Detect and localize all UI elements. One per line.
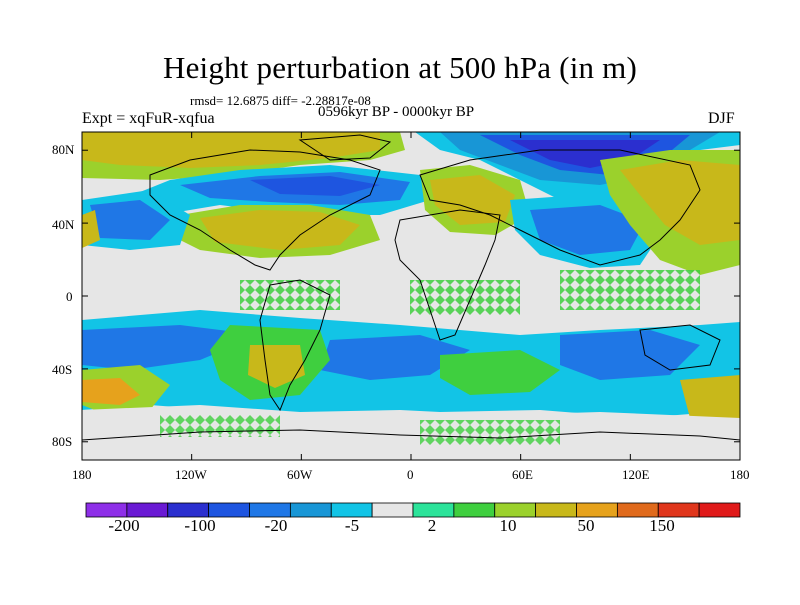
coast-north-america <box>149 149 381 271</box>
shade-dateline-positive-w <box>82 210 100 248</box>
colorbar-label: 2 <box>427 516 437 535</box>
coast-antarctica <box>82 429 740 441</box>
colorbar-swatch <box>412 502 455 518</box>
colorbar-swatch <box>371 502 414 518</box>
coast-greenland <box>298 134 392 161</box>
field-layer <box>82 132 740 460</box>
colorbar <box>85 502 741 518</box>
shade-europe-positive <box>430 175 515 225</box>
lon-label-0: 0 <box>407 467 414 482</box>
shade-asia-blue <box>530 205 645 255</box>
colorbar-swatch <box>330 502 373 518</box>
shade-nepacific-blue <box>90 200 170 240</box>
shade-nwpacific-positive <box>620 160 740 245</box>
figure-title: Height perturbation at 500 hPa (in m) <box>162 50 638 85</box>
lat-label-0: 0 <box>66 289 73 304</box>
shade-tasman-positive <box>680 375 740 420</box>
lon-label-120w: 120W <box>175 467 207 482</box>
colorbar-swatch <box>453 502 496 518</box>
colorbar-label: 10 <box>499 516 517 535</box>
tick-marks <box>81 132 741 460</box>
lon-label-180e: 180 <box>730 467 750 482</box>
coast-eurasia <box>419 149 701 266</box>
coast-africa <box>394 209 501 341</box>
colorbar-swatch <box>208 502 250 518</box>
colorbar-swatch <box>167 502 210 518</box>
colorbar-label: 150 <box>649 516 675 535</box>
hatch-tropics-america <box>240 280 340 310</box>
colorbar-swatch <box>535 502 577 518</box>
colorbar-swatch <box>698 502 741 518</box>
colorbar-swatch <box>85 502 128 518</box>
experiment-label: Expt = xqFuR-xqfua <box>82 110 215 127</box>
hatch-antarctic-e <box>420 420 560 445</box>
colorbar-swatch <box>576 502 618 518</box>
colorbar-swatch <box>616 502 659 518</box>
coast-australia <box>639 324 721 371</box>
period-label: 0596kyr BP - 0000kyr BP <box>318 104 475 120</box>
lon-label-60w: 60W <box>287 467 313 482</box>
colorbar-label: -200 <box>108 516 140 535</box>
shade-natlantic-deep <box>250 176 380 196</box>
shade-namerica-positive <box>200 210 360 250</box>
colorbar-label: -100 <box>184 516 216 535</box>
colorbar-swatch <box>289 502 332 518</box>
shade-samerica-positive <box>248 345 305 388</box>
shade-sepacific-blue <box>82 325 260 370</box>
coastline-layer <box>82 134 740 441</box>
colorbar-swatch <box>249 502 291 518</box>
lat-label-80s: 80S <box>52 434 73 449</box>
stats-label: rmsd= 12.6875 diff= -2.28817e-08 <box>190 93 371 108</box>
lat-label-80n: 80N <box>52 142 75 157</box>
hatch-tropics-africa <box>410 280 520 315</box>
colorbar-swatch <box>494 502 537 518</box>
shade-canada-positive <box>82 132 380 168</box>
hatch-tropics-asia <box>560 270 700 310</box>
lat-label-40n: 40N <box>52 217 75 232</box>
lat-label-40s: 40S <box>52 362 73 377</box>
shade-sw-pacific-positive <box>82 378 140 405</box>
lon-label-60e: 60E <box>512 467 533 482</box>
colorbar-swatch <box>126 502 169 518</box>
colorbar-label: -5 <box>344 516 360 535</box>
season-label: DJF <box>708 110 735 127</box>
shade-safrica-green <box>440 350 560 395</box>
lon-label-120e: 120E <box>622 467 650 482</box>
lon-label-180w: 180 <box>72 467 92 482</box>
colorbar-label: 50 <box>577 516 595 535</box>
colorbar-label: -20 <box>264 516 288 535</box>
shade-satlantic-blue <box>320 335 470 380</box>
colorbar-swatch <box>657 502 700 518</box>
coast-south-america <box>259 279 331 412</box>
